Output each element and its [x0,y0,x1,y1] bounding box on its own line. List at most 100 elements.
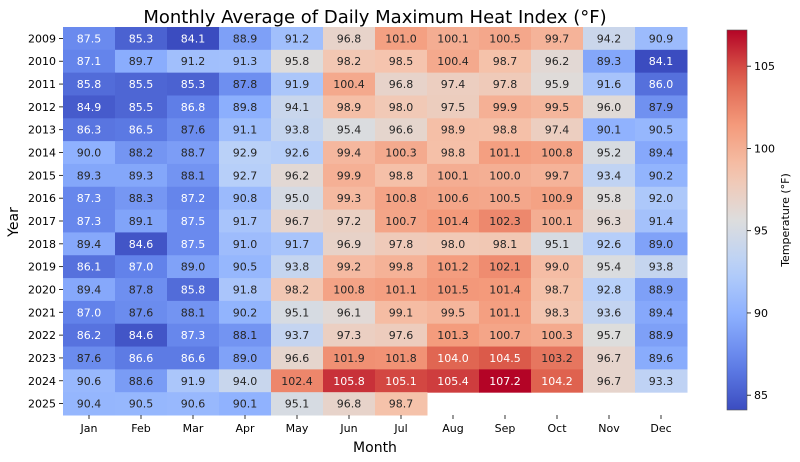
heatmap-cell-2024-Oct [531,369,584,393]
heatmap-cell-2018-Oct [531,232,584,256]
heatmap-cell-2011-May [271,72,324,96]
x-tick-Mar: Mar [183,422,204,435]
heatmap-cell-2016-Feb [115,186,168,211]
heatmap-cell-value: 105.1 [385,375,417,388]
heatmap-cell-value: 89.8 [233,101,258,114]
heatmap-cell-2020-May [271,278,324,302]
heatmap-cell-value: 89.3 [129,169,154,182]
heatmap-cell-value: 85.5 [129,78,154,91]
y-tick-2011: 2011 [28,78,56,91]
heatmap-cell-value: 95.4 [597,261,622,274]
heatmap-cell-2011-Aug [427,72,480,96]
heatmap-cell-2019-Jul [375,255,428,279]
heatmap-cell-2014-Apr [219,141,272,165]
heatmap-cell-value: 98.7 [389,398,414,411]
heatmap-cell-2013-Jul [375,118,428,142]
heatmap-cell-2010-Mar [167,49,220,74]
y-tick-2016: 2016 [28,192,56,205]
heatmap-cell-value: 84.9 [77,101,102,114]
heatmap-cell-2022-Nov [583,323,636,348]
x-axis-label: Month [353,440,397,456]
heatmap-cell-2017-May [271,209,324,233]
heatmap-cell-value: 91.3 [233,55,258,68]
heatmap-cell-value: 90.9 [649,32,674,45]
heatmap-cell-value: 84.6 [129,238,154,251]
x-axis-ticks: Jan Feb Mar Apr May Jun Jul Aug Sep Oct Nov Dec [80,415,672,435]
heatmap-cell-2020-Aug [427,278,480,302]
heatmap-cell-value: 86.2 [77,329,102,342]
heatmap-cell-2020-Oct [531,278,584,302]
heatmap-cell-value: 101.1 [489,147,521,160]
heatmap-cell-2015-May [271,163,324,188]
y-tick-2021: 2021 [28,306,56,319]
x-tick-Feb: Feb [131,422,150,435]
heatmap-cell-2022-Apr [219,323,272,348]
heatmap-cell-value: 86.6 [129,352,154,365]
heatmap-cell-2010-Jun [323,49,376,74]
heatmap-cell-2018-Sep [479,232,532,256]
heatmap-cell-value: 98.3 [545,306,570,319]
heatmap-cell-value: 96.9 [337,238,362,251]
heatmap-cell-2011-Nov [583,72,636,96]
heatmap-cell-2021-Jun [323,300,376,325]
heatmap-cell-value: 100.6 [437,192,469,205]
heatmap-cell-value: 98.7 [493,55,518,68]
y-tick-2015: 2015 [28,169,56,182]
heatmap-cell-value: 89.6 [649,352,674,365]
heatmap-cell-2017-Jul [375,209,428,233]
heatmap-cell-value: 98.8 [389,169,414,182]
heatmap-cell-value: 96.8 [337,398,362,411]
heatmap-cell-value: 92.9 [233,147,258,160]
heatmap-cell-2012-Sep [479,95,532,119]
heatmap-cell-2022-Jun [323,323,376,348]
heatmap-cell-2019-May [271,255,324,279]
heatmap-cell-2011-Jun [323,72,376,96]
heatmap-cell-value: 90.5 [649,124,674,137]
heatmap-cell-2015-Dec [635,163,688,188]
x-tick-Dec: Dec [650,422,671,435]
heatmap-cell-2014-Dec [635,141,688,165]
heatmap-cell-value: 94.1 [285,101,310,114]
heatmap-cell-2019-Jun [323,255,376,279]
heatmap-cell-2018-Jun [323,232,376,256]
heatmap-cell-2020-Jan [63,278,116,302]
heatmap-cell-2009-Mar [167,27,220,51]
heatmap-cell-value: 93.8 [285,261,310,274]
heatmap-cell-2018-May [271,232,324,256]
heatmap-cell-value: 100.8 [385,192,417,205]
y-tick-2022: 2022 [28,329,56,342]
heatmap-cell-value: 89.4 [77,283,102,296]
heatmap-cell-2013-Dec [635,118,688,142]
heatmap-cell-value: 101.0 [385,32,417,45]
colorbar-tick-100: 100 [754,142,775,155]
heatmap-cell-value: 95.9 [545,78,570,91]
heatmap-cell-2022-Jul [375,323,428,348]
heatmap-cell-value: 88.1 [181,306,206,319]
heatmap-cell-value: 98.5 [389,55,414,68]
heatmap-cell-value: 101.1 [385,283,417,296]
chart-title: Monthly Average of Daily Maximum Heat In… [143,7,606,28]
heatmap-cell-value: 104.5 [489,352,521,365]
heatmap-cell-value: 99.5 [545,101,570,114]
heatmap-cell-2019-Feb [115,255,168,279]
heatmap-cell-value: 99.2 [337,261,362,274]
heatmap-cell-2024-Nov [583,369,636,393]
heatmap-cell-2016-Sep [479,186,532,211]
heatmap-cell-2018-Jan [63,232,116,256]
heatmap-cell-2021-Mar [167,300,220,325]
y-tick-2019: 2019 [28,261,56,274]
y-tick-2014: 2014 [28,147,56,160]
heatmap-cell-value: 89.0 [181,261,206,274]
heatmap-cell-value: 95.8 [597,192,622,205]
heatmap-cell-2013-Apr [219,118,272,142]
heatmap-cell-value: 96.7 [597,375,622,388]
heatmap-cell-2019-Aug [427,255,480,279]
heatmap-cell-value: 95.1 [545,238,570,251]
heatmap-cell-value: 94.2 [597,32,622,45]
heatmap-cell-value: 96.2 [545,55,570,68]
heatmap-cell-value: 100.1 [437,32,469,45]
heatmap-cell-value: 97.4 [441,78,466,91]
y-tick-2023: 2023 [28,352,56,365]
heatmap-cell-value: 91.4 [649,215,674,228]
x-tick-Oct: Oct [547,422,567,435]
